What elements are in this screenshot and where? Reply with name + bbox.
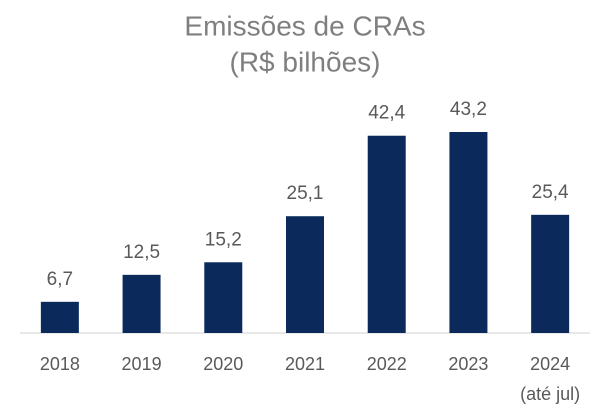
- bar: [531, 214, 570, 333]
- value-label: 25,4: [532, 182, 569, 203]
- value-label: 12,5: [123, 242, 160, 263]
- x-tick-label: 2020: [203, 354, 243, 374]
- x-tick-label: 2023: [448, 354, 488, 374]
- x-tick-label: (até jul): [520, 384, 580, 404]
- x-tick-label: 2021: [285, 354, 325, 374]
- value-label: 15,2: [205, 229, 242, 250]
- bar: [449, 132, 488, 333]
- bar: [286, 216, 324, 333]
- value-label: 42,4: [368, 103, 405, 124]
- x-tick-label: 2024: [530, 354, 570, 374]
- value-label: 6,7: [47, 269, 73, 290]
- chart-title: Emissões de CRAs: [184, 10, 425, 41]
- value-label: 25,1: [287, 183, 324, 204]
- bar: [367, 135, 406, 333]
- x-tick-label: 2018: [40, 354, 80, 374]
- bar: [40, 301, 79, 333]
- bar: [204, 262, 243, 333]
- chart-title: (R$ bilhões): [230, 46, 381, 77]
- x-tick-label: 2019: [122, 354, 162, 374]
- value-label: 43,2: [450, 99, 487, 120]
- bar: [122, 274, 161, 333]
- x-tick-label: 2022: [367, 354, 407, 374]
